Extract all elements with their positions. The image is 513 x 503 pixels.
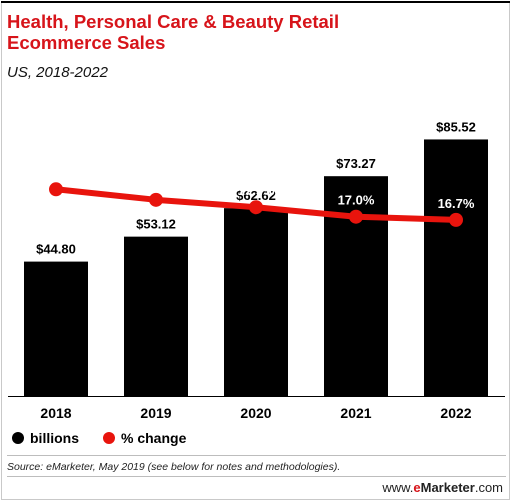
chart-title: Health, Personal Care & Beauty Retail Ec… <box>7 11 340 53</box>
tick-label-2019: 2019 <box>140 405 171 421</box>
legend-label-change: % change <box>121 430 187 446</box>
bar-label-2020: $62.62 <box>236 188 276 203</box>
tick-label-2018: 2018 <box>40 405 71 421</box>
line-label-2018: 19.6% <box>38 204 75 219</box>
legend-swatch-change <box>103 432 115 444</box>
bar-label-2018: $44.80 <box>36 242 76 257</box>
bar-2021 <box>324 176 388 396</box>
point-change-2018 <box>49 182 63 197</box>
legend-item-change: % change <box>103 430 186 446</box>
bar-label-2021: $73.27 <box>336 156 376 171</box>
point-change-2022 <box>449 212 463 227</box>
bar-2018 <box>24 261 88 396</box>
line-label-2022: 16.7% <box>438 196 475 211</box>
legend-item-billions: billions <box>12 430 79 446</box>
tick-label-2021: 2021 <box>340 405 371 421</box>
brand-prefix: www. <box>382 480 414 495</box>
brand-suffix: .com <box>474 480 503 495</box>
line-label-2020: 17.9% <box>238 183 275 198</box>
legend-swatch-billions <box>12 432 24 444</box>
brand-url[interactable]: www.eMarketer.com <box>382 480 503 495</box>
footer-divider <box>7 455 506 456</box>
brand-name: Marketer <box>420 480 475 495</box>
tick-label-2022: 2022 <box>440 405 471 421</box>
legend: billions % change <box>12 430 210 446</box>
point-change-2020 <box>249 200 263 215</box>
bar-2019 <box>124 236 188 396</box>
top-rule <box>1 1 510 3</box>
line-label-2019: 18.6% <box>138 176 175 191</box>
bar-2020 <box>224 208 288 396</box>
bar-label-2019: $53.12 <box>136 217 176 232</box>
tick-label-2020: 2020 <box>240 405 271 421</box>
brand-e: e <box>413 480 421 495</box>
source-note: Source: eMarketer, May 2019 (see below f… <box>7 461 341 473</box>
footer-divider-bottom <box>7 476 506 477</box>
point-change-2021 <box>349 209 363 224</box>
point-change-2019 <box>149 192 163 207</box>
line-label-2021: 17.0% <box>338 193 375 208</box>
bar-label-2022: $85.52 <box>436 119 476 134</box>
legend-label-billions: billions <box>30 430 79 446</box>
bar-2022 <box>424 139 488 396</box>
chart-subtitle: US, 2018-2022 <box>7 64 108 81</box>
